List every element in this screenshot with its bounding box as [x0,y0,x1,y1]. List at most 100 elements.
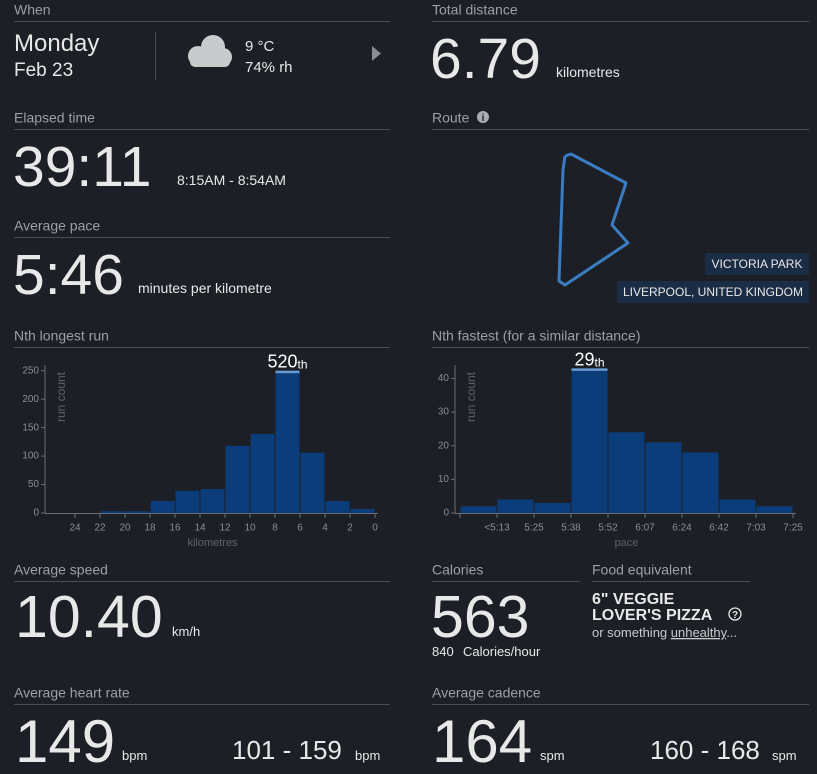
unhealthy-link[interactable]: unhealthy [671,625,728,640]
cloud-icon [188,35,232,67]
y-tick-label: 250 [22,365,39,376]
y-tick-label: 200 [22,394,39,405]
pace-unit: minutes per kilometre [138,280,272,296]
cadence-value: 164 [432,708,532,774]
help-icon[interactable] [728,607,742,621]
rank-suffix: th [298,358,308,372]
x-tick-label: 20 [119,523,131,534]
y-tick-label: 40 [438,373,450,384]
next-arrow[interactable] [372,46,381,61]
section-label: Route [432,110,470,126]
y-tick-label: 50 [28,479,40,490]
x-axis-label: kilometres [187,537,238,549]
x-tick-label: 5:38 [561,523,581,534]
heart-rate-range: 101 - 159 [232,735,342,765]
x-tick-label: 14 [194,523,206,534]
route-path [557,152,630,287]
section-label: Nth fastest (for a similar distance) [432,328,641,344]
y-tick-label: 150 [22,422,39,433]
date: Feb 23 [14,60,73,81]
section-label: Total distance [432,2,518,18]
speed-unit: km/h [172,624,200,639]
bar [682,452,719,513]
label-box [705,253,809,275]
help-icon-glyph: ? [732,610,738,621]
rank-suffix: th [595,356,605,370]
x-tick-label: 6:42 [709,523,729,534]
x-axis-label: pace [615,537,639,549]
temperature: 9 °C [245,38,275,55]
y-tick-label: 10 [438,474,450,485]
rank-number: 29 [574,349,594,369]
bar [325,501,350,513]
x-tick-label: 22 [94,523,106,534]
y-tick-label: 30 [438,407,450,418]
info-icon-glyph: i [482,113,485,124]
x-tick-label: 0 [372,523,378,534]
highlight-top [275,370,300,374]
y-tick-label: 100 [22,451,39,462]
label-box [617,281,809,303]
time-range: 8:15AM - 8:54AM [177,172,286,188]
calories-rate: 840 [432,644,454,659]
section-label: Average cadence [432,685,541,701]
bar [719,499,756,513]
distance-unit: kilometres [556,64,620,80]
bar [571,368,608,513]
bar [175,490,200,513]
x-tick-label: 7:03 [746,523,766,534]
x-tick-label: 24 [69,523,81,534]
pace-value: 5:46 [13,243,124,307]
x-tick-label: 16 [169,523,181,534]
bar [250,433,275,513]
x-tick-label: 6:24 [672,523,692,534]
rank-number: 520 [267,351,297,371]
x-tick-label: 5:25 [524,523,544,534]
bar [645,442,682,513]
x-tick-label: 8 [272,523,278,534]
food-line: 6" VEGGIE [592,591,675,608]
section-label: Average speed [14,562,108,578]
cadence-range: 160 - 168 [650,735,760,765]
food-suffix: ... [726,625,737,640]
rank-label: 29th [574,349,604,369]
x-tick-label: 6:07 [635,523,655,534]
food-prefix: or something [592,625,671,640]
bar [534,502,571,513]
bar [275,370,300,513]
x-tick-label: 18 [144,523,156,534]
bar [150,501,175,513]
bar [100,511,125,513]
bar [200,489,225,513]
location-name: LIVERPOOL, UNITED KINGDOM [623,285,803,299]
bar [125,511,150,513]
rank-label: 520th [267,351,307,371]
bar [497,499,534,513]
x-tick-label: <5:13 [484,523,510,534]
section-label: When [14,2,51,18]
heart-rate-value: 149 [15,708,115,774]
day: Monday [14,30,99,57]
x-tick-label: 10 [244,523,256,534]
elapsed-value: 39:11 [13,135,151,199]
bar [460,506,497,513]
info-icon[interactable] [477,111,489,123]
x-tick-label: 5:52 [598,523,618,534]
section-label: Elapsed time [14,110,95,126]
section-label: Average pace [14,218,100,234]
cadence-unit: spm [540,748,565,763]
y-axis-label: run count [54,371,68,422]
section-label: Calories [432,562,483,578]
section-label: Food equivalent [592,562,692,578]
bar [300,452,325,513]
x-tick-label: 12 [219,523,231,534]
x-tick-label: 2 [347,523,353,534]
heart-rate-unit: bpm [122,748,147,763]
y-tick-label: 0 [33,508,39,519]
park-name: VICTORIA PARK [712,257,803,271]
calories-rate-unit: Calories/hour [463,644,541,659]
section-label: Average heart rate [14,685,130,701]
y-tick-label: 0 [443,508,449,519]
